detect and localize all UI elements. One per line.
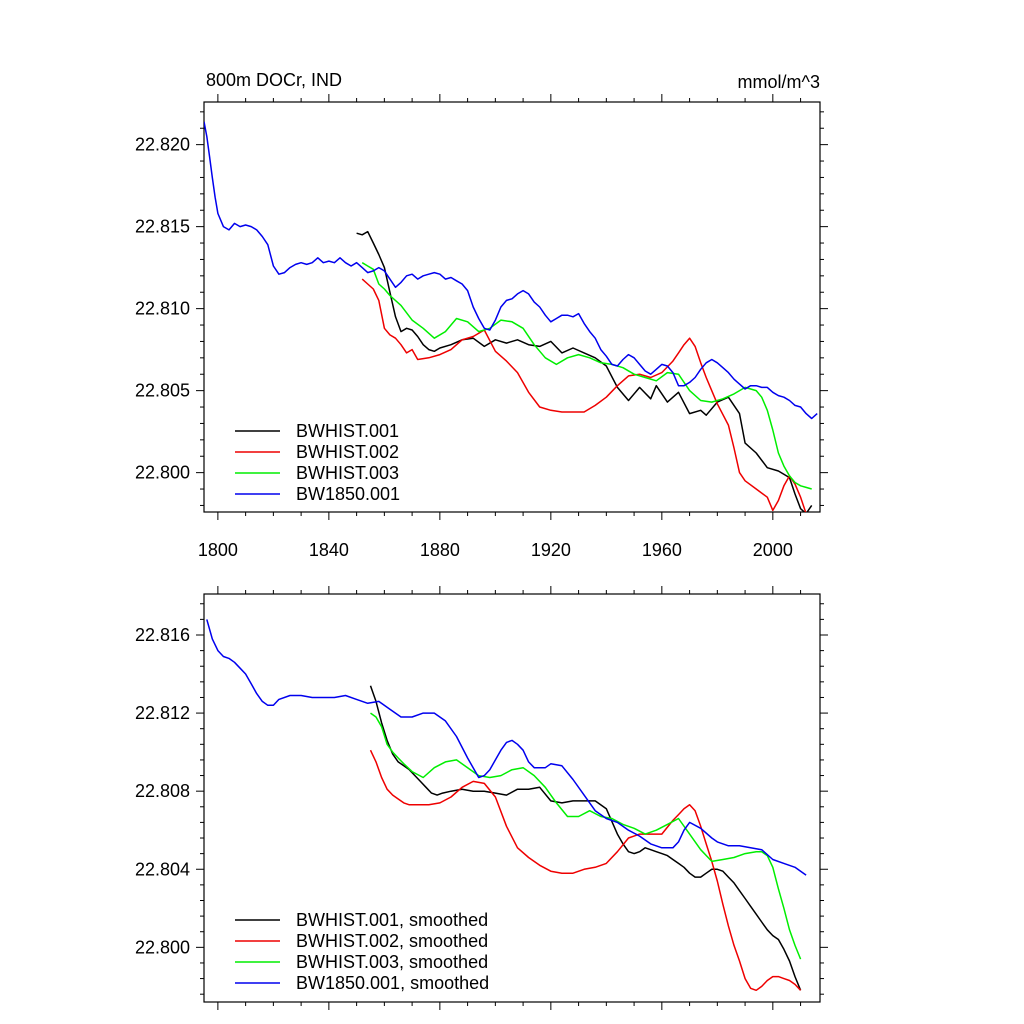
y-tick-label: 22.815 [135,217,190,237]
chart-title: 800m DOCr, IND [206,70,342,90]
y-tick-label: 22.812 [135,703,190,723]
y-tick-label: 22.820 [135,135,190,155]
y-tick-label: 22.800 [135,937,190,957]
legend-label: BWHIST.001, smoothed [296,910,488,930]
x-tick-label: 2000 [753,540,793,560]
series-line-bw1850-001-smoothed [206,619,807,876]
x-tick-label: 1840 [309,540,349,560]
legend-label: BWHIST.003, smoothed [296,952,488,972]
plot-frame [203,593,821,1003]
series-line-bwhist-002-smoothed [369,749,802,992]
y-tick-label: 22.816 [135,625,190,645]
series-line-bwhist-002 [361,278,807,512]
plot-frame [203,101,821,513]
series-line-bwhist-003-smoothed [370,712,802,960]
y-tick-label: 22.810 [135,299,190,319]
x-tick-label: 1800 [198,540,238,560]
legend-label: BW1850.001, smoothed [296,973,489,993]
y-tick-label: 22.805 [135,381,190,401]
legend-label: BWHIST.001 [296,421,399,441]
units-label: mmol/m^3 [738,72,820,92]
y-tick-label: 22.800 [135,463,190,483]
series-line-bwhist-001-smoothed [369,685,802,991]
series-line-bwhist-001 [356,230,813,512]
plot-panel-2: 22.800 22.804 22.808 22.812 22.816 BWHIST.001… [135,586,828,1010]
plot-panel-1: 1800 1840 1880 1920 1960 2000 22.800 22.805 22.8… [135,70,828,560]
legend-label: BWHIST.003 [296,463,399,483]
y-tick-label: 22.804 [135,859,190,879]
legend-label: BWHIST.002 [296,442,399,462]
y-tick-label: 22.808 [135,781,190,801]
x-tick-label: 1920 [531,540,571,560]
legend-label: BWHIST.002, smoothed [296,931,488,951]
series-line-bw1850-001 [204,121,818,420]
x-tick-label: 1960 [642,540,682,560]
series-line-bwhist-003 [361,262,812,490]
x-tick-label: 1880 [420,540,460,560]
legend-label: BW1850.001 [296,484,400,504]
